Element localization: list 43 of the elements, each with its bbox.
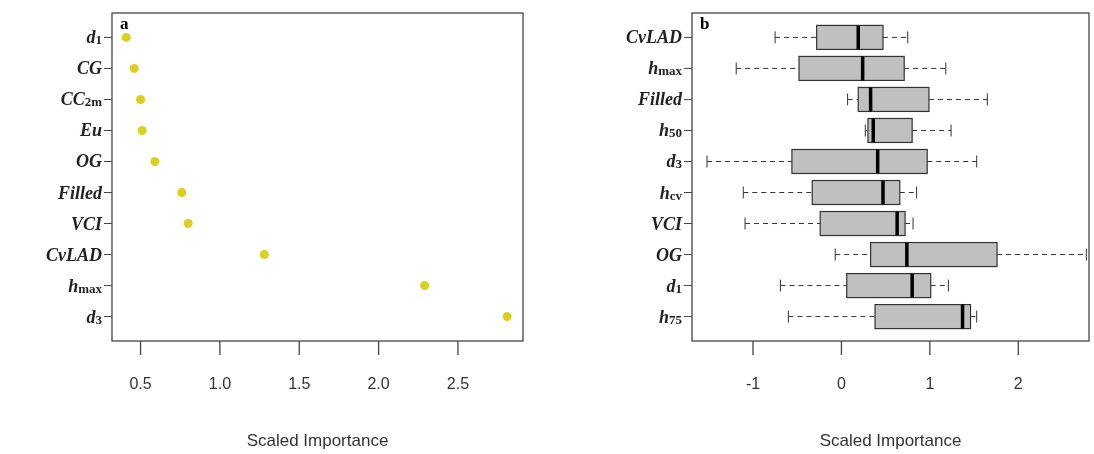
point bbox=[177, 188, 187, 198]
y-tick-label: hcv bbox=[659, 182, 683, 203]
point bbox=[121, 32, 131, 42]
x-tick-label: 2 bbox=[1013, 375, 1023, 392]
y-tick-label: Filled bbox=[637, 89, 683, 110]
y-tick-label: CvLAD bbox=[626, 27, 682, 48]
point bbox=[420, 281, 430, 291]
y-tick-label: OG bbox=[76, 151, 102, 172]
x-tick-label: 0.5 bbox=[129, 375, 152, 392]
y-tick-label: hmax bbox=[68, 275, 103, 296]
y-tick-label: Filled bbox=[57, 182, 103, 203]
chart-title: b bbox=[700, 14, 710, 33]
y-tick-label: d1 bbox=[86, 27, 102, 48]
y-tick-label: VCI bbox=[650, 213, 683, 234]
x-axis-title: Scaled Importance bbox=[246, 431, 389, 450]
point bbox=[137, 125, 147, 135]
y-tick-label: d3 bbox=[666, 151, 683, 172]
point bbox=[259, 250, 269, 260]
point bbox=[129, 63, 139, 73]
y-tick-label: OG bbox=[656, 244, 682, 265]
point bbox=[136, 94, 146, 104]
x-tick-label: 1.5 bbox=[288, 375, 311, 392]
y-tick-label: h75 bbox=[659, 306, 682, 327]
x-tick-label: 1 bbox=[925, 375, 935, 392]
y-tick-label: CvLAD bbox=[46, 244, 102, 265]
x-tick-label: 2.5 bbox=[446, 375, 470, 392]
x-tick-label: -1 bbox=[745, 375, 761, 392]
y-tick-label: Eu bbox=[78, 120, 102, 141]
chart-title: a bbox=[120, 14, 129, 33]
y-tick-label: d3 bbox=[86, 306, 103, 327]
x-tick-label: 0 bbox=[836, 375, 846, 392]
x-tick-label: 2.0 bbox=[367, 375, 390, 392]
y-tick-label: CG bbox=[76, 58, 102, 79]
y-tick-label: d1 bbox=[666, 275, 682, 296]
y-tick-label: CC2m bbox=[60, 89, 103, 110]
y-tick-label: VCI bbox=[70, 213, 103, 234]
x-tick-label: 1.0 bbox=[208, 375, 232, 392]
y-tick-label: hmax bbox=[648, 58, 683, 79]
x-axis-title: Scaled Importance bbox=[819, 431, 962, 450]
y-tick-label: h50 bbox=[659, 120, 682, 141]
point bbox=[183, 219, 193, 229]
point bbox=[502, 312, 512, 322]
point bbox=[150, 156, 160, 166]
